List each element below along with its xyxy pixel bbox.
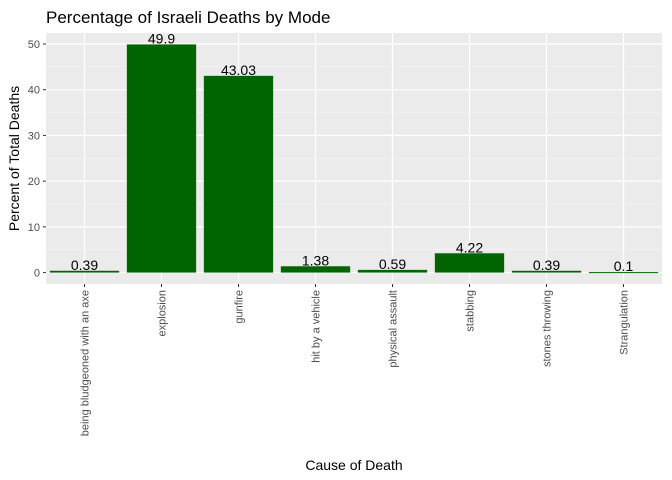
x-tick-label: stones throwing [542,290,554,367]
bar [203,75,274,273]
bar [280,266,351,273]
y-tick-label: 0 [34,268,40,280]
x-axis-title: Cause of Death [305,457,402,473]
y-tick-label: 50 [28,39,40,51]
chart-title: Percentage of Israeli Deaths by Mode [46,8,330,27]
y-axis: 0 10 20 30 40 50 [28,39,46,280]
x-tick-label: stabbing [465,290,477,332]
data-label: 49.9 [148,30,175,46]
bar [434,253,505,273]
data-label: 0.59 [379,256,406,272]
data-label: 0.39 [71,257,98,273]
x-tick-label: explosion [157,290,169,336]
data-label: 1.38 [302,252,329,268]
bar [126,44,197,273]
y-tick-label: 10 [28,222,40,234]
data-labels: 0.39 49.9 43.03 1.38 0.59 4.22 0.39 0.1 [71,30,634,274]
y-tick-label: 40 [28,85,40,97]
data-label: 4.22 [456,239,483,255]
data-label: 0.1 [614,258,634,274]
x-tick-label: physical assault [388,290,400,368]
x-tick-label: Strangulation [619,290,631,355]
data-label: 0.39 [533,257,560,273]
y-axis-title: Percent of Total Deaths [6,86,22,231]
bar [588,272,659,274]
data-label: 43.03 [221,62,256,78]
y-tick-label: 30 [28,130,40,142]
x-tick-label: gunfire [234,290,246,324]
x-tick-label: hit by a vehicle [311,290,323,363]
x-axis: being bludgeoned with an axe explosion gun… [80,284,631,436]
bar [357,269,428,273]
bar [511,270,582,273]
x-tick-label: being bludgeoned with an axe [80,290,92,436]
y-tick-label: 20 [28,176,40,188]
bar [49,270,120,273]
bars [49,44,659,274]
